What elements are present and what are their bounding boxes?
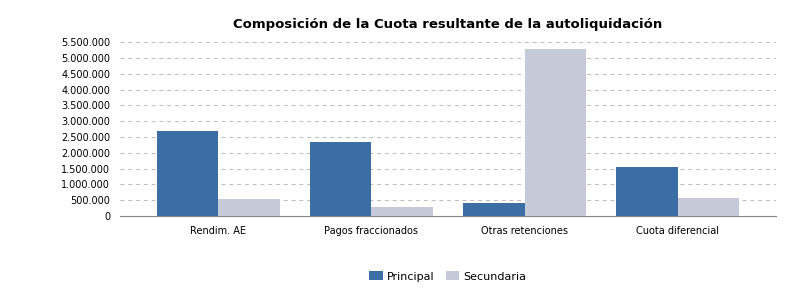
Bar bbox=[371, 208, 433, 216]
Legend: Principal, Secundaria: Principal, Secundaria bbox=[365, 267, 531, 286]
Bar bbox=[310, 142, 371, 216]
Bar bbox=[678, 198, 739, 216]
Bar bbox=[616, 167, 678, 216]
Title: Composición de la Cuota resultante de la autoliquidación: Composición de la Cuota resultante de la… bbox=[234, 18, 662, 31]
Bar bbox=[463, 203, 525, 216]
Bar bbox=[218, 199, 280, 216]
Bar bbox=[157, 131, 218, 216]
Bar bbox=[525, 49, 586, 216]
